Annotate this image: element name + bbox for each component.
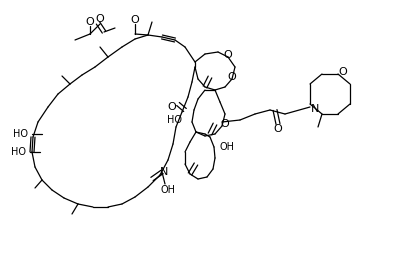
Text: O: O: [130, 15, 139, 25]
Text: O: O: [338, 67, 346, 77]
Text: N: N: [310, 104, 318, 114]
Text: O: O: [227, 72, 236, 82]
Text: O: O: [220, 119, 229, 129]
Text: HO: HO: [166, 115, 182, 125]
Text: OH: OH: [219, 142, 235, 152]
Text: O: O: [95, 14, 104, 24]
Text: N: N: [160, 167, 168, 177]
Text: OH: OH: [160, 185, 175, 195]
Text: HO: HO: [11, 147, 26, 157]
Text: HO: HO: [13, 129, 28, 139]
Text: O: O: [273, 124, 282, 134]
Text: O: O: [85, 17, 94, 27]
Text: O: O: [167, 102, 176, 112]
Text: O: O: [223, 50, 232, 60]
